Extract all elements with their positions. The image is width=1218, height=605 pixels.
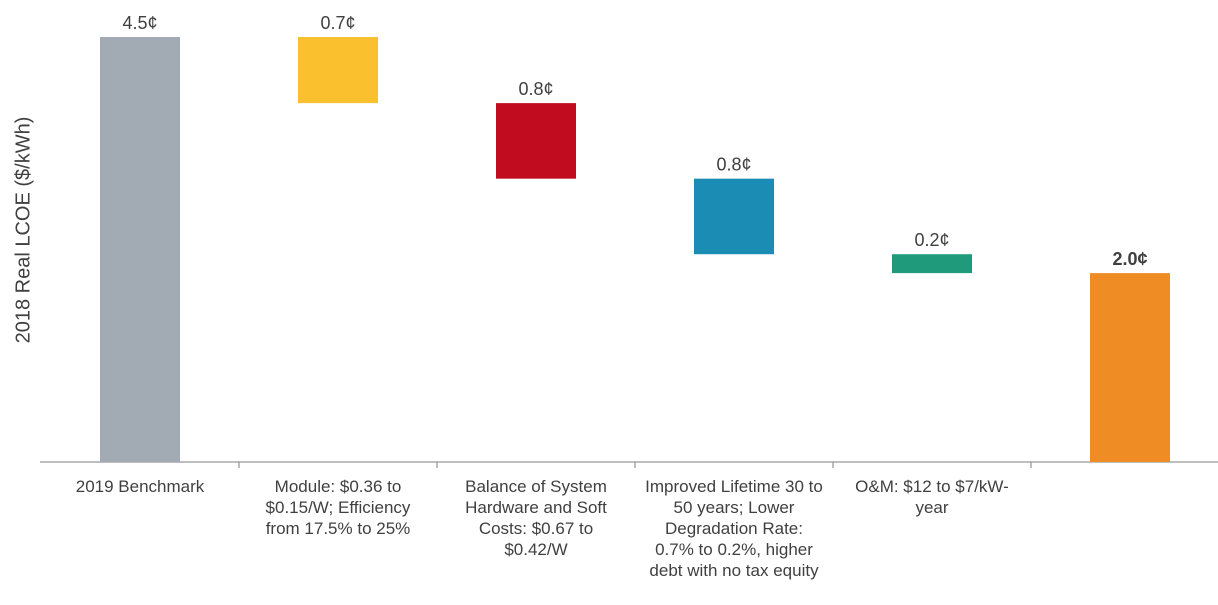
value-label: 0.8¢	[518, 79, 553, 99]
value-label: 2.0¢	[1112, 249, 1147, 269]
value-label: 0.8¢	[716, 155, 751, 175]
x-tick-label: Module: $0.36 to $0.15/W; Efficiency fro…	[265, 477, 411, 538]
bar	[298, 37, 378, 104]
value-label: 4.5¢	[122, 13, 157, 33]
x-tick-label: 2019 Benchmark	[75, 477, 205, 496]
x-tick-label: Balance of System Hardware and Soft Cost…	[465, 477, 607, 559]
value-label: 0.7¢	[320, 13, 355, 33]
bar	[1090, 273, 1170, 462]
x-tick-label: O&M: $12 to $7/kW-year	[855, 477, 1009, 517]
x-tick-label: Improved Lifetime 30 to 50 years; Lower …	[645, 477, 823, 580]
y-axis-label: 2018 Real LCOE ($/kWh)	[12, 117, 34, 344]
bar	[892, 254, 972, 274]
bar	[100, 37, 180, 462]
value-label: 0.2¢	[914, 230, 949, 250]
bar	[496, 103, 576, 179]
bar	[694, 178, 774, 255]
